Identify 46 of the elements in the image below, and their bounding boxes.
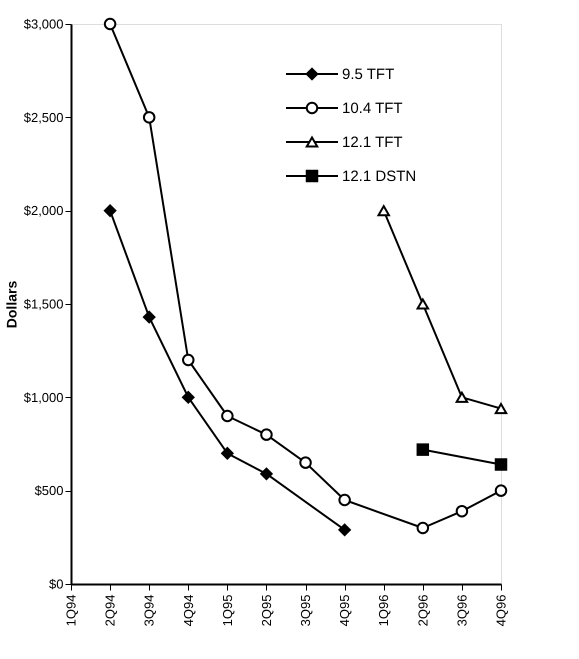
- y-axis-title: Dollars: [4, 280, 20, 328]
- x-tick-label: 1Q96: [376, 594, 392, 626]
- legend-label: 9.5 TFT: [342, 66, 394, 83]
- y-tick-label: $2,000: [24, 203, 64, 218]
- x-tick-label: 2Q95: [258, 594, 274, 626]
- legend-label: 10.4 TFT: [342, 100, 403, 117]
- x-tick-label: 1Q95: [220, 594, 235, 626]
- x-tick-label: 4Q96: [494, 594, 508, 626]
- point: [494, 458, 508, 471]
- legend-label: 12.1 TFT: [342, 134, 403, 151]
- x-tick-label: 2Q94: [102, 594, 118, 626]
- point: [338, 494, 351, 506]
- point: [416, 522, 430, 534]
- x-tick-label: 4Q94: [180, 594, 196, 626]
- x-tick-label: 3Q95: [298, 594, 314, 626]
- point: [456, 392, 468, 403]
- point: [494, 402, 508, 414]
- x-tick-label: 3Q94: [142, 594, 157, 626]
- y-tick-label: $3,000: [24, 16, 64, 32]
- y-tick-label: $1,000: [24, 390, 64, 405]
- point: [377, 205, 390, 216]
- point: [142, 310, 156, 324]
- point: [221, 410, 234, 422]
- point: [338, 524, 351, 536]
- point: [494, 484, 508, 497]
- point: [104, 204, 116, 217]
- x-tick-label: 3Q96: [454, 594, 470, 626]
- point: [221, 447, 234, 460]
- point: [182, 354, 195, 366]
- y-tick-label: $2,500: [24, 110, 64, 125]
- point: [299, 456, 312, 469]
- point: [456, 504, 468, 518]
- x-tick-label: 4Q95: [337, 594, 352, 626]
- point: [104, 18, 116, 30]
- point: [416, 298, 430, 310]
- point: [260, 428, 273, 441]
- point: [182, 391, 195, 404]
- y-tick-label: $0: [49, 576, 64, 592]
- point: [142, 111, 156, 124]
- legend-label: 12.1 DSTN: [342, 168, 416, 185]
- x-tick-label: 2Q96: [415, 594, 430, 626]
- point: [260, 468, 273, 480]
- x-tick-label: 1Q94: [64, 594, 78, 626]
- y-tick-label: $1,500: [24, 296, 64, 312]
- y-tick-label: $500: [34, 483, 64, 498]
- point: [416, 443, 430, 456]
